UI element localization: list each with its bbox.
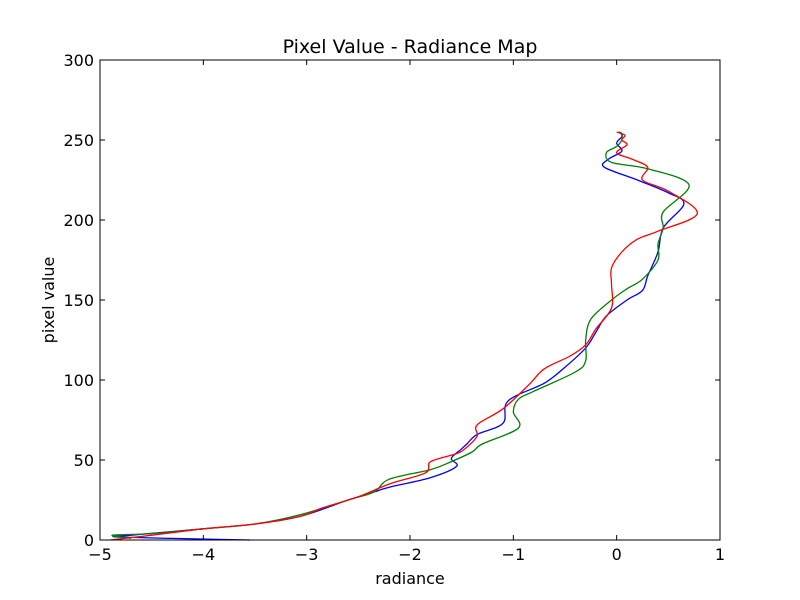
y-tick-label: 200 bbox=[63, 211, 94, 230]
x-tick-label: 0 bbox=[612, 545, 622, 564]
y-tick-label: 300 bbox=[63, 51, 94, 70]
y-axis-label: pixel value bbox=[39, 257, 58, 344]
series-line-0 bbox=[112, 131, 685, 541]
y-tick-label: 100 bbox=[63, 371, 94, 390]
series-line-2 bbox=[110, 131, 698, 541]
y-tick-label: 50 bbox=[74, 451, 94, 470]
x-tick-label: −4 bbox=[192, 545, 216, 564]
y-tick-label: 250 bbox=[63, 131, 94, 150]
plot-frame bbox=[99, 59, 721, 541]
x-tick-label: −2 bbox=[398, 545, 422, 564]
x-axis-label: radiance bbox=[375, 569, 445, 588]
x-tick-label: 1 bbox=[715, 545, 725, 564]
x-tick-label: −1 bbox=[502, 545, 526, 564]
y-tick-label: 150 bbox=[63, 291, 94, 310]
chart-title: Pixel Value - Radiance Map bbox=[283, 36, 538, 58]
series-line-1 bbox=[111, 131, 690, 540]
x-tick-label: −3 bbox=[295, 545, 319, 564]
y-tick-label: 0 bbox=[84, 531, 94, 550]
plot-series bbox=[110, 131, 698, 541]
axis-ticks: −5 −4 −3 −2 −1 0 1 0 50 100 150 200 250 300 bbox=[63, 51, 725, 564]
x-tick-label: −5 bbox=[88, 545, 112, 564]
